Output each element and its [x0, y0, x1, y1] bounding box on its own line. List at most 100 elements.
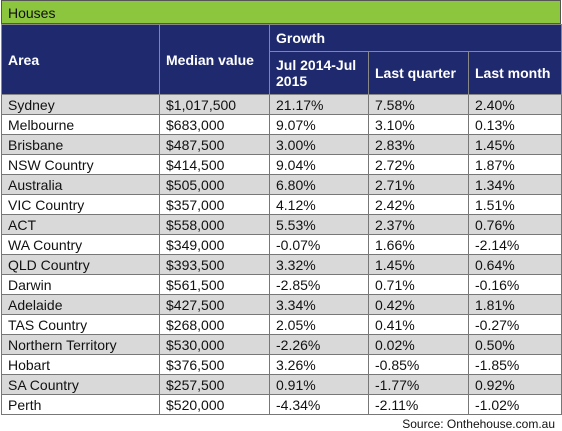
source-note: Source: Onthehouse.com.au [402, 417, 555, 431]
value-cell: 2.83% [368, 134, 469, 155]
table-row: Northern Territory $530,000 -2.26% 0.02% 0.5… [1, 334, 562, 355]
value-cell: 2.37% [368, 214, 469, 235]
value-cell: 2.71% [368, 174, 469, 195]
value-cell: 7.58% [368, 94, 469, 115]
header-growth-period: Jul 2014-Jul 2015 [269, 51, 369, 95]
area-cell: Northern Territory [1, 334, 160, 355]
area-cell: TAS Country [1, 314, 160, 335]
value-cell: -0.07% [269, 234, 369, 255]
table-row: Brisbane $487,500 3.00% 2.83% 1.45% [1, 134, 562, 155]
value-cell: -0.85% [368, 354, 469, 375]
area-cell: Darwin [1, 274, 160, 295]
area-cell: Melbourne [1, 114, 160, 135]
value-cell: 3.34% [269, 294, 369, 315]
value-cell: -1.02% [467, 394, 562, 415]
value-cell: 3.26% [269, 354, 369, 375]
table-body: Sydney $1,017,500 21.17% 7.58% 2.40% Melbourn… [1, 94, 562, 415]
value-cell: 6.80% [269, 174, 369, 195]
value-cell: 1.45% [467, 134, 562, 155]
value-cell: 4.12% [269, 194, 369, 215]
value-cell: 5.53% [269, 214, 369, 235]
area-cell: Hobart [1, 354, 160, 375]
value-cell: $683,000 [159, 114, 270, 135]
value-cell: 2.42% [368, 194, 469, 215]
value-cell: $376,500 [159, 354, 270, 375]
value-cell: $561,500 [159, 274, 270, 295]
value-cell: 1.87% [467, 154, 562, 175]
value-cell: 3.00% [269, 134, 369, 155]
table-row: WA Country $349,000 -0.07% 1.66% -2.14% [1, 234, 562, 255]
value-cell: $257,500 [159, 374, 270, 395]
value-cell: 2.40% [467, 94, 562, 115]
value-cell: $393,500 [159, 254, 270, 275]
value-cell: $1,017,500 [159, 94, 270, 115]
value-cell: 0.76% [467, 214, 562, 235]
value-cell: -2.11% [368, 394, 469, 415]
table-row: ACT $558,000 5.53% 2.37% 0.76% [1, 214, 562, 235]
value-cell: -2.26% [269, 334, 369, 355]
area-cell: Sydney [1, 94, 160, 115]
value-cell: -2.85% [269, 274, 369, 295]
value-cell: 0.71% [368, 274, 469, 295]
value-cell: 1.81% [467, 294, 562, 315]
value-cell: 1.34% [467, 174, 562, 195]
table-row: Darwin $561,500 -2.85% 0.71% -0.16% [1, 274, 562, 295]
value-cell: $357,000 [159, 194, 270, 215]
table-row: Melbourne $683,000 9.07% 3.10% 0.13% [1, 114, 562, 135]
value-cell: 1.45% [368, 254, 469, 275]
value-cell: 0.64% [467, 254, 562, 275]
value-cell: -0.27% [467, 314, 562, 335]
value-cell: $427,500 [159, 294, 270, 315]
value-cell: 1.66% [368, 234, 469, 255]
value-cell: 9.07% [269, 114, 369, 135]
header-growth-period: Last quarter [368, 51, 469, 95]
value-cell: 1.51% [467, 194, 562, 215]
value-cell: -4.34% [269, 394, 369, 415]
header-growth-period: Last month [467, 51, 562, 95]
header-area: Area [1, 24, 160, 95]
table-row: Adelaide $427,500 3.34% 0.42% 1.81% [1, 294, 562, 315]
table-row: TAS Country $268,000 2.05% 0.41% -0.27% [1, 314, 562, 335]
table-row: NSW Country $414,500 9.04% 2.72% 1.87% [1, 154, 562, 175]
header-median: Median value [159, 24, 270, 95]
value-cell: 3.10% [368, 114, 469, 135]
value-cell: 0.13% [467, 114, 562, 135]
area-cell: VIC Country [1, 194, 160, 215]
area-cell: Perth [1, 394, 160, 415]
table-row: SA Country $257,500 0.91% -1.77% 0.92% [1, 374, 562, 395]
value-cell: $520,000 [159, 394, 270, 415]
value-cell: -0.16% [467, 274, 562, 295]
value-cell: $505,000 [159, 174, 270, 195]
value-cell: 21.17% [269, 94, 369, 115]
data-table: Area Median value Growth Jul 2014-Jul 20… [1, 24, 562, 415]
value-cell: 0.50% [467, 334, 562, 355]
area-cell: NSW Country [1, 154, 160, 175]
value-cell: 0.41% [368, 314, 469, 335]
header-growth: Growth [268, 24, 562, 52]
value-cell: $349,000 [159, 234, 270, 255]
value-cell: 2.05% [269, 314, 369, 335]
value-cell: 0.02% [368, 334, 469, 355]
value-cell: 0.91% [269, 374, 369, 395]
value-cell: 2.72% [368, 154, 469, 175]
area-cell: QLD Country [1, 254, 160, 275]
area-cell: SA Country [1, 374, 160, 395]
table-row: Australia $505,000 6.80% 2.71% 1.34% [1, 174, 562, 195]
table-row: Sydney $1,017,500 21.17% 7.58% 2.40% [1, 94, 562, 115]
value-cell: 3.32% [269, 254, 369, 275]
table-row: Hobart $376,500 3.26% -0.85% -1.85% [1, 354, 562, 375]
table-title: Houses [1, 0, 561, 24]
area-cell: Brisbane [1, 134, 160, 155]
value-cell: 9.04% [269, 154, 369, 175]
value-cell: $558,000 [159, 214, 270, 235]
subheader-row: Jul 2014-Jul 2015 Last quarter Last month [2, 51, 562, 95]
value-cell: -2.14% [467, 234, 562, 255]
value-cell: 0.92% [467, 374, 562, 395]
value-cell: -1.77% [368, 374, 469, 395]
area-cell: Adelaide [1, 294, 160, 315]
value-cell: 0.42% [368, 294, 469, 315]
table-row: Perth $520,000 -4.34% -2.11% -1.02% [1, 394, 562, 415]
area-cell: ACT [1, 214, 160, 235]
table-row: VIC Country $357,000 4.12% 2.42% 1.51% [1, 194, 562, 215]
